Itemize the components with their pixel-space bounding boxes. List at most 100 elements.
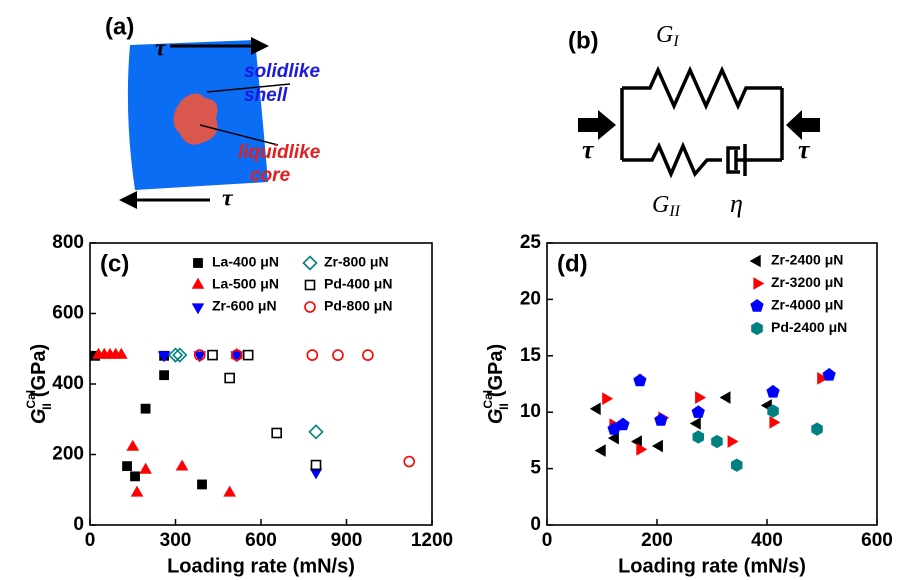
marker: [654, 413, 668, 426]
unit: (GPa): [28, 344, 50, 397]
chart: 0 300 600 900 1200 0 200 400 600 800 Loading rate …: [24, 232, 453, 577]
y-axis-label: GCal II (GPa): [481, 344, 511, 424]
legend-label: Zr-3200 μN: [771, 274, 843, 290]
spring: [622, 65, 782, 111]
marker: [822, 368, 836, 381]
y-tick-label: 200: [52, 444, 84, 465]
x-tick-label: 200: [641, 530, 673, 551]
marker: [207, 349, 218, 361]
marker: [139, 462, 152, 474]
marker: [242, 349, 254, 361]
shell-label: shell: [244, 85, 288, 106]
g1-label: GI: [656, 22, 679, 50]
g2-label: GII: [652, 192, 681, 220]
legend-label: Pd-2400 μN: [771, 319, 847, 335]
y-tick-label: 25: [520, 232, 542, 253]
legend-label: Pd-400 μN: [324, 276, 392, 292]
marker: [691, 405, 705, 418]
marker: [308, 424, 324, 440]
marker: [633, 373, 647, 387]
arrow: [786, 110, 820, 140]
subscript: II: [40, 403, 54, 410]
marker: [271, 427, 282, 439]
marker: [403, 455, 416, 468]
marker: [727, 435, 739, 448]
marker: [306, 349, 319, 361]
core-blob: [173, 93, 218, 145]
marker: [769, 416, 781, 429]
marker: [310, 459, 322, 471]
chart: 0 200 400 600 0 5 10 15 20 25 Loading rate (mN/s) G…: [481, 232, 893, 577]
y-tick-label: 0: [73, 514, 84, 535]
y-tick-label: 800: [52, 232, 84, 253]
tau: τ: [798, 135, 811, 164]
marker: [695, 391, 707, 404]
x-tick-label: 600: [245, 530, 277, 551]
marker: [230, 351, 244, 363]
marker: [122, 461, 132, 472]
marker: [172, 347, 188, 363]
legend-marker: [753, 277, 765, 290]
marker: [224, 372, 235, 384]
marker: [140, 403, 151, 414]
x-tick-label: 300: [160, 530, 192, 551]
marker: [719, 391, 731, 404]
marker: [130, 485, 144, 497]
marker: [130, 471, 140, 482]
x-tick-label: 0: [85, 530, 96, 551]
symbol: G: [652, 192, 669, 218]
legend-marker: [304, 279, 316, 291]
y-tick-label: 5: [530, 458, 541, 479]
core-label: core: [250, 165, 291, 186]
legend-label: La-500 μN: [212, 276, 279, 292]
panel-label: (c): [100, 250, 129, 277]
legend-label: Zr-600 μN: [212, 298, 277, 314]
plot-frame: [546, 242, 878, 526]
legend-marker: [191, 303, 205, 315]
subscript: II: [497, 403, 511, 410]
y-tick-label: 0: [530, 514, 541, 535]
x-axis-label: Loading rate (mN/s): [167, 555, 355, 577]
tau: τ: [582, 135, 595, 164]
marker: [766, 384, 780, 398]
legend-marker: [751, 321, 763, 336]
legend-label: Zr-4000 μN: [771, 297, 843, 313]
y-tick-label: 10: [520, 401, 541, 422]
panel-label: (b): [568, 27, 599, 54]
frame: [620, 88, 784, 160]
marker: [711, 434, 723, 449]
diagram-b: (b) τ τ GI GII η: [568, 22, 820, 220]
symbol: G: [485, 409, 507, 425]
superscript: Cal: [481, 390, 495, 409]
panel-label: (a): [105, 13, 134, 40]
marker: [636, 443, 648, 456]
marker: [332, 349, 344, 361]
marker: [607, 431, 619, 445]
legend-label: Zr-2400 μN: [771, 252, 843, 268]
marker: [175, 459, 189, 471]
legend-marker: [750, 299, 764, 312]
x-tick-label: 600: [861, 530, 893, 551]
superscript: Cal: [24, 390, 38, 409]
legend-label: Zr-800 μN: [324, 254, 389, 270]
core-label: liquidlike: [238, 142, 321, 163]
legend-marker: [302, 255, 318, 271]
y-tick-label: 15: [520, 345, 542, 366]
dashpot: [726, 144, 782, 176]
x-tick-label: 0: [542, 530, 553, 551]
marker: [811, 422, 823, 436]
x-tick-label: 1200: [411, 530, 453, 551]
diagram-a: (a) τ τ solidlike shell liquidlike core: [105, 13, 321, 211]
marker: [362, 349, 374, 361]
unit: (GPa): [485, 344, 507, 397]
marker: [230, 349, 243, 361]
marker: [589, 402, 601, 416]
legend-marker: [191, 277, 205, 289]
marker: [157, 351, 171, 363]
shell-label: solidlike: [244, 61, 320, 82]
marker: [731, 458, 743, 472]
marker: [159, 370, 170, 381]
marker: [197, 479, 207, 490]
pointer: [199, 124, 279, 146]
